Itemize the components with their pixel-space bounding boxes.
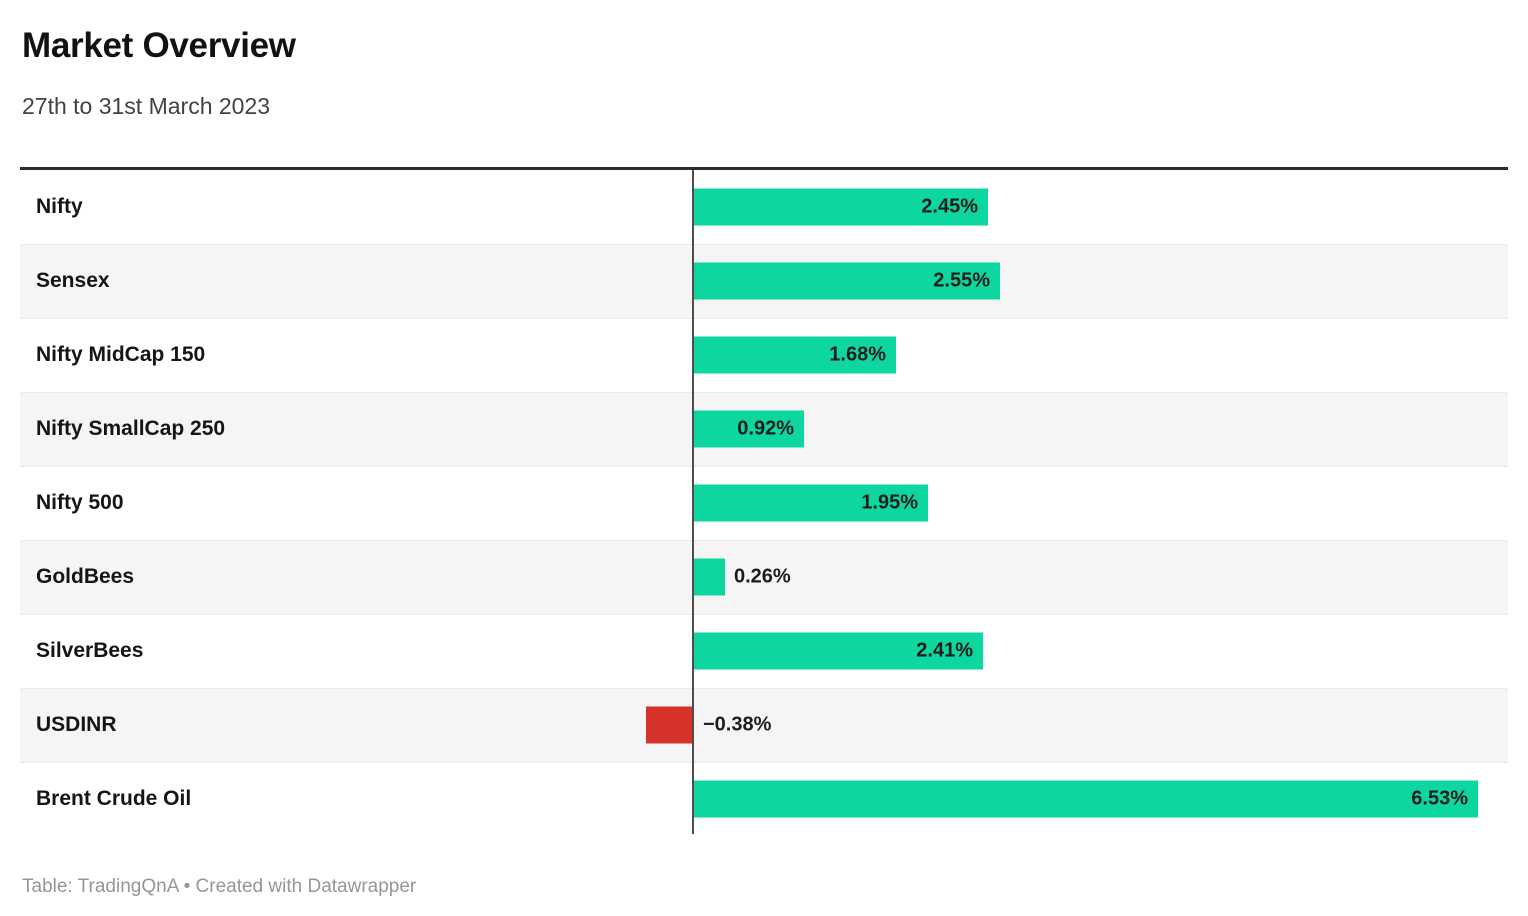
- bar: [694, 188, 988, 226]
- chart-subtitle: 27th to 31st March 2023: [22, 93, 271, 119]
- table-row: Sensex 2.55%: [20, 244, 1508, 318]
- row-label: SilverBees: [36, 639, 144, 662]
- table-row: Brent Crude Oil 6.53%: [20, 762, 1508, 836]
- bar: [694, 484, 928, 522]
- bar: [694, 336, 896, 374]
- bar-value-label: 0.92%: [737, 417, 794, 440]
- table-row: SilverBees 2.41%: [20, 614, 1508, 688]
- bar-value-label: 1.68%: [829, 343, 886, 366]
- row-label: Nifty: [36, 195, 83, 218]
- page-title: Market Overview: [22, 26, 296, 65]
- table-row: Nifty MidCap 150 1.68%: [20, 318, 1508, 392]
- bar: [694, 410, 804, 448]
- footer-attribution: Table: TradingQnA • Created with Datawra…: [22, 876, 417, 897]
- bar: [694, 262, 1000, 300]
- row-label: Brent Crude Oil: [36, 787, 192, 810]
- market-overview-chart: Market Overview 27th to 31st March 2023 …: [0, 26, 1528, 916]
- bar: [694, 780, 1478, 818]
- row-label: Sensex: [36, 269, 110, 292]
- table-row: USDINR −0.38%: [20, 688, 1508, 762]
- bar: [646, 706, 692, 744]
- bar-value-label: 2.41%: [916, 639, 973, 662]
- bar-value-label: −0.38%: [703, 713, 772, 736]
- row-label: GoldBees: [36, 565, 135, 588]
- bar-value-label: 6.53%: [1411, 787, 1468, 810]
- bar-table: Nifty 2.45% Sensex 2.55% Nifty MidCap 150 1.6…: [20, 167, 1508, 836]
- row-label: Nifty MidCap 150: [36, 343, 206, 366]
- bar: [694, 558, 725, 596]
- bar-value-label: 0.26%: [734, 565, 791, 588]
- row-label: Nifty 500: [36, 491, 124, 514]
- table-row: Nifty 2.45%: [20, 170, 1508, 244]
- table-rows: Nifty 2.45% Sensex 2.55% Nifty MidCap 150 1.6…: [20, 170, 1508, 836]
- table-row: Nifty SmallCap 250 0.92%: [20, 392, 1508, 466]
- table-row: GoldBees 0.26%: [20, 540, 1508, 614]
- bar-value-label: 2.55%: [933, 269, 990, 292]
- table-row: Nifty 500 1.95%: [20, 466, 1508, 540]
- bar-value-label: 2.45%: [921, 195, 978, 218]
- zero-baseline: [692, 170, 694, 834]
- row-label: Nifty SmallCap 250: [36, 417, 226, 440]
- bar-value-label: 1.95%: [861, 491, 918, 514]
- row-label: USDINR: [36, 713, 117, 736]
- bar: [694, 632, 983, 670]
